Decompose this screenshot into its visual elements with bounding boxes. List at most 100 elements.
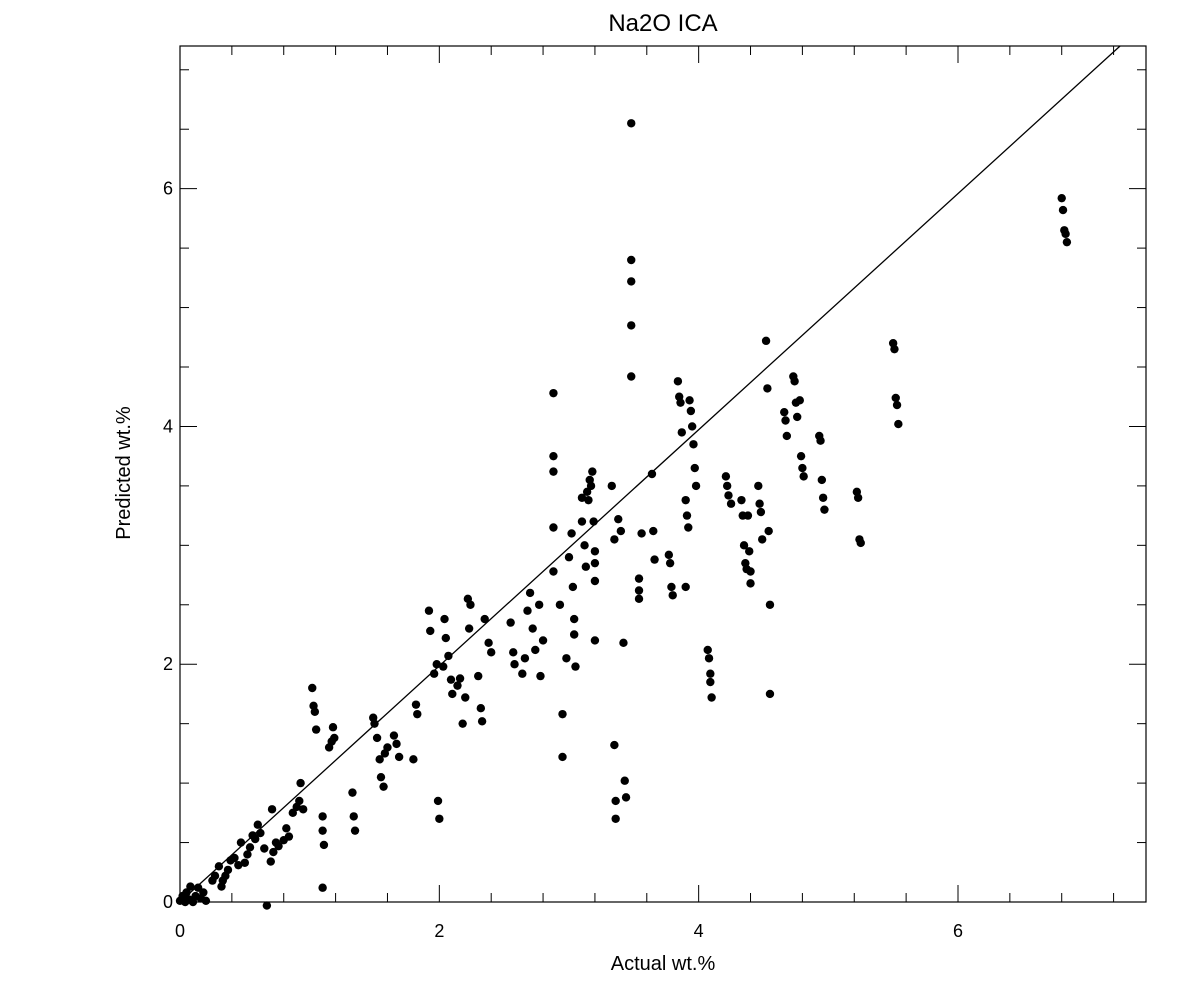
data-point [754, 481, 763, 491]
data-point [349, 812, 358, 821]
data-point [440, 614, 449, 624]
data-point [236, 838, 246, 847]
data-point [439, 662, 448, 671]
data-point [820, 505, 829, 514]
data-point [611, 814, 620, 823]
data-point [230, 853, 239, 863]
data-point [627, 277, 636, 286]
data-point [590, 576, 600, 586]
data-point [703, 645, 712, 655]
data-point [649, 526, 658, 536]
data-point [564, 553, 574, 562]
data-point [274, 841, 283, 851]
data-point [647, 469, 657, 479]
data-point [891, 393, 900, 403]
data-point [616, 526, 626, 536]
data-point [614, 514, 623, 524]
data-point [682, 511, 692, 520]
data-point [589, 517, 598, 526]
data-point [706, 669, 715, 678]
data-point [607, 481, 616, 491]
data-point [372, 733, 382, 743]
data-point [223, 865, 233, 875]
data-point [795, 396, 804, 405]
data-point [534, 600, 544, 609]
data-point [318, 812, 327, 821]
data-point [486, 648, 496, 657]
data-point [461, 693, 470, 702]
data-point [389, 731, 399, 740]
data-point [538, 636, 548, 645]
data-point [523, 606, 532, 615]
data-point [568, 582, 578, 592]
data-point [577, 517, 587, 526]
data-point [555, 600, 565, 609]
y-tick-label: 6 [163, 179, 173, 199]
x-tick-label: 6 [953, 921, 963, 941]
data-point [627, 372, 636, 381]
data-point [446, 675, 456, 684]
data-point [677, 428, 687, 437]
data-point [311, 725, 321, 734]
data-point [525, 588, 535, 598]
data-point [201, 896, 211, 906]
data-point [577, 493, 587, 502]
data-point [634, 586, 644, 595]
data-point [704, 654, 714, 663]
data-point [435, 814, 444, 823]
data-point [761, 336, 771, 346]
data-point [549, 451, 558, 461]
data-point [409, 755, 418, 764]
data-point [816, 436, 825, 445]
data-point [348, 788, 357, 797]
data-point [376, 772, 386, 782]
data-point [755, 499, 764, 508]
data-point [448, 689, 457, 699]
data-point [796, 451, 806, 461]
data-point [392, 739, 401, 749]
data-point [199, 888, 208, 897]
data-point [379, 782, 388, 791]
data-point [240, 858, 250, 867]
data-point [1057, 193, 1066, 203]
data-point [558, 752, 567, 762]
data-point [707, 693, 716, 702]
data-point [466, 600, 475, 609]
data-point [764, 526, 773, 536]
y-tick-label: 2 [163, 654, 173, 674]
data-point [691, 481, 701, 491]
data-point [687, 422, 697, 431]
data-point [455, 674, 465, 683]
data-point [558, 709, 567, 719]
data-point [549, 467, 558, 476]
data-point [245, 843, 255, 852]
data-point [619, 638, 628, 648]
data-point [634, 574, 644, 583]
data-point [690, 463, 699, 473]
data-point [510, 660, 519, 669]
data-point [296, 778, 305, 788]
x-tick-label: 2 [434, 921, 444, 941]
data-point [584, 495, 593, 505]
data-point [453, 681, 462, 690]
data-point [610, 535, 619, 544]
data-point [243, 850, 252, 859]
data-point [1062, 237, 1072, 247]
data-point [739, 541, 749, 550]
x-tick-label: 4 [694, 921, 704, 941]
data-point [562, 654, 571, 663]
data-point [370, 719, 379, 728]
data-point [684, 523, 693, 532]
data-point [765, 689, 775, 699]
data-point [689, 440, 698, 449]
data-point [569, 614, 579, 624]
data-point [477, 717, 487, 726]
data-point [182, 888, 191, 897]
data-point [506, 618, 515, 627]
data-point [295, 796, 304, 806]
data-point [375, 755, 384, 764]
data-point [610, 740, 619, 750]
data-point [569, 630, 579, 639]
data-point [267, 805, 277, 814]
x-axis-label: Actual wt.% [611, 953, 716, 975]
